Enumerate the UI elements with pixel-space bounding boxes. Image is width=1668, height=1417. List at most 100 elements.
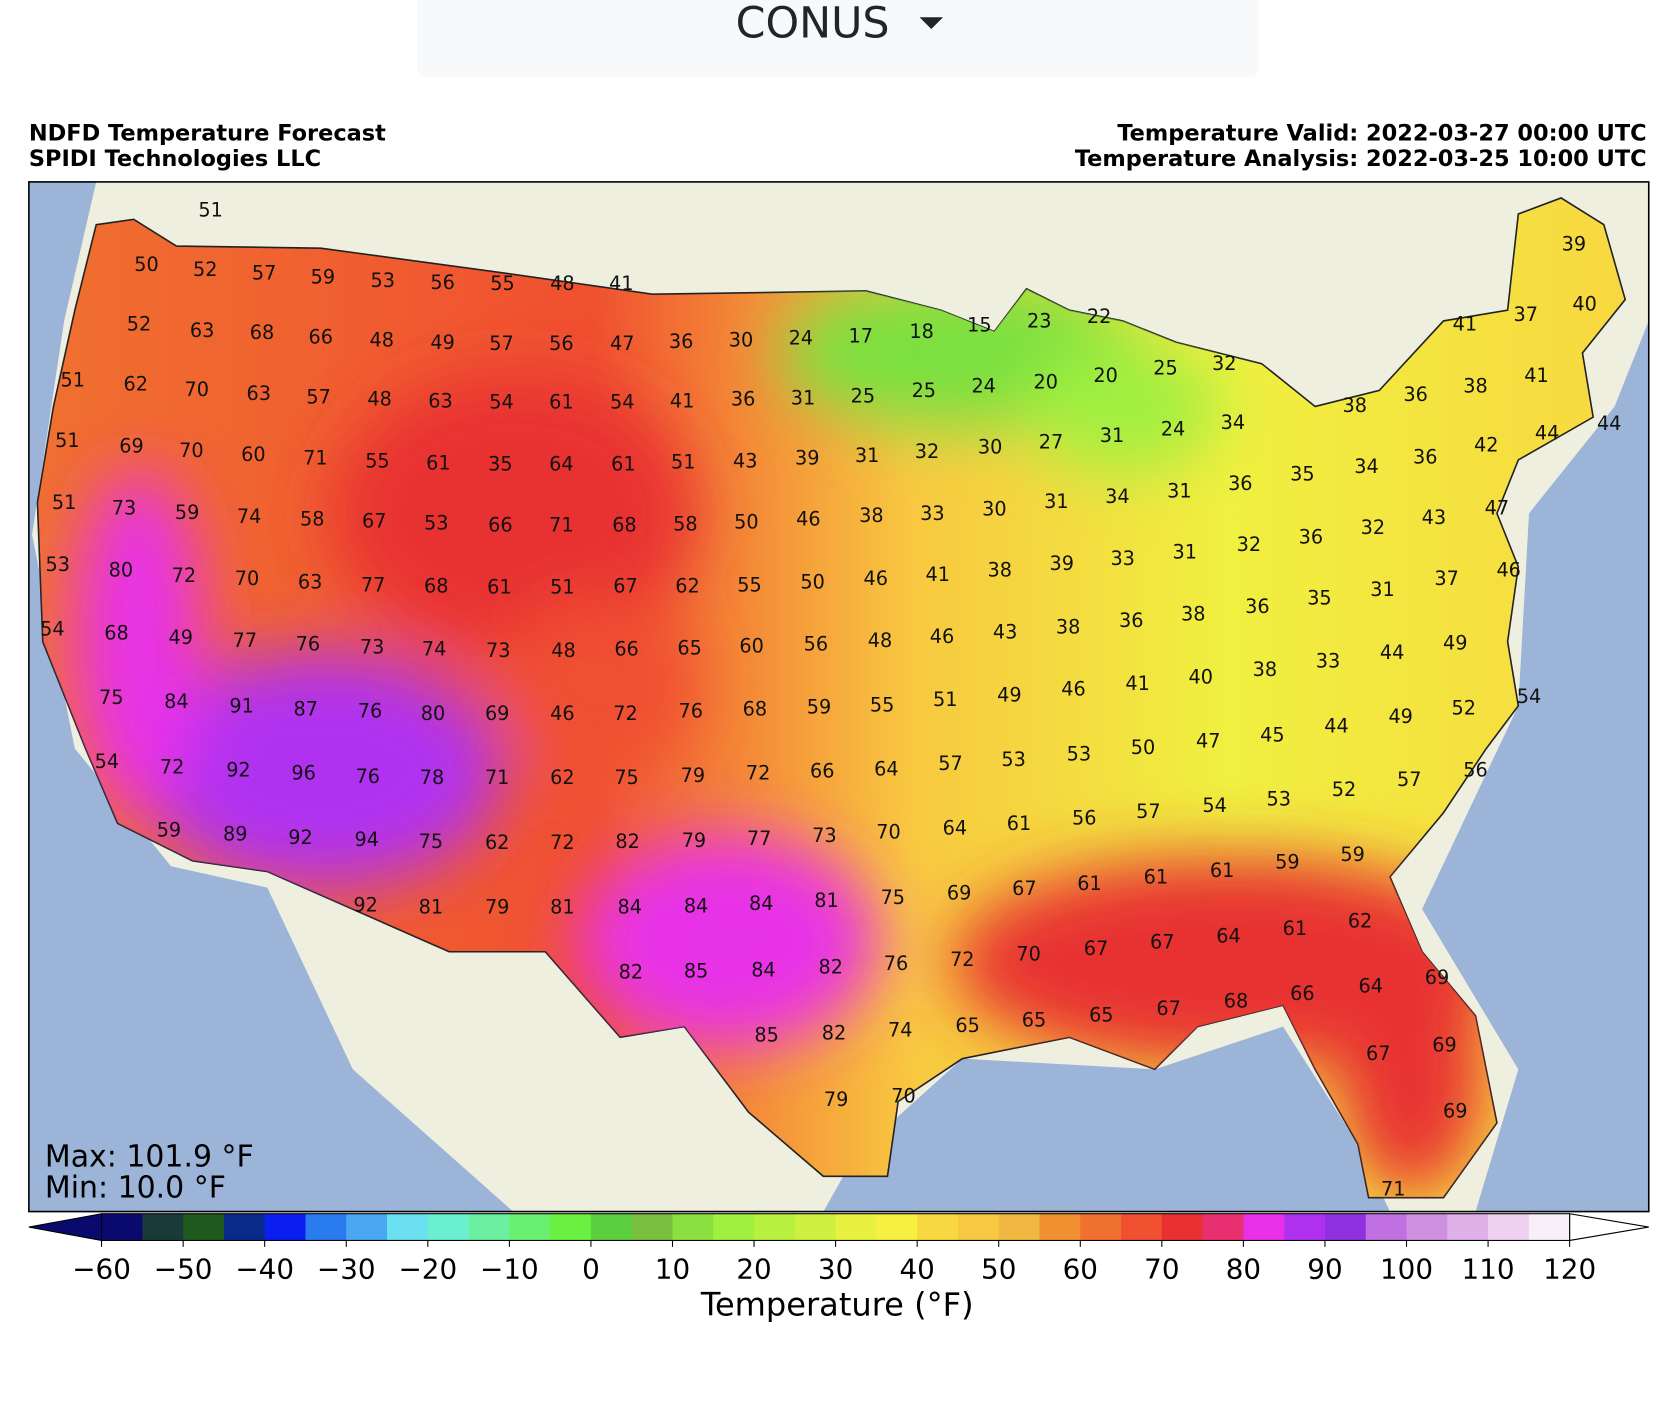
station-temp: 48 [367, 388, 391, 411]
station-temp: 32 [1212, 352, 1236, 375]
station-temp: 78 [420, 766, 444, 789]
station-temp: 35 [488, 453, 512, 476]
station-temp: 61 [1007, 812, 1031, 835]
colorbar-bin [1202, 1213, 1244, 1241]
station-temp: 30 [729, 329, 753, 352]
colorbar-bin [590, 1213, 633, 1241]
station-temp: 44 [1597, 412, 1621, 435]
colorbar-bin [876, 1213, 918, 1241]
station-temp: 80 [421, 702, 445, 725]
station-temp: 54 [95, 750, 119, 773]
station-temp: 32 [1361, 516, 1385, 539]
station-temp: 72 [160, 755, 184, 778]
station-temp: 32 [1237, 533, 1261, 556]
station-temp: 27 [1039, 430, 1063, 453]
station-temp: 59 [807, 695, 831, 718]
station-temp: 69 [1432, 1033, 1456, 1056]
station-temp: 71 [303, 446, 327, 469]
colorbar-bin [1080, 1213, 1122, 1241]
station-temp: 49 [1443, 631, 1467, 654]
station-temp: 96 [291, 762, 315, 785]
colorbar-bin [142, 1213, 184, 1241]
station-temp: 67 [1012, 877, 1036, 900]
station-temp: 71 [1381, 1178, 1405, 1201]
station-temp: 74 [237, 505, 261, 528]
station-temp: 47 [1485, 497, 1509, 520]
colorbar-bin [1284, 1213, 1326, 1241]
colorbar-bin [1488, 1213, 1530, 1241]
colorbar-bin [1161, 1213, 1204, 1241]
station-temp: 68 [424, 575, 448, 598]
station-temp: 66 [488, 514, 512, 537]
station-temp: 69 [1425, 966, 1449, 989]
station-temp: 30 [978, 436, 1002, 459]
dropdown-label[interactable]: CONUS [736, 0, 890, 48]
station-temp: 33 [1110, 547, 1134, 570]
station-temp: 54 [610, 391, 634, 414]
station-temp: 25 [1153, 357, 1177, 380]
colorbar-bin [101, 1213, 143, 1241]
station-temp: 66 [614, 638, 638, 661]
colorbar-bin [1447, 1213, 1489, 1241]
colorbar-tick-label: 90 [1307, 1252, 1342, 1285]
station-temp: 39 [1562, 232, 1586, 255]
station-temp: 57 [306, 385, 330, 408]
station-temp: 46 [550, 702, 574, 725]
dropdown-caret[interactable] [919, 17, 944, 30]
colorbar-bin [957, 1213, 1000, 1241]
station-temp: 51 [198, 198, 222, 221]
station-temp: 61 [611, 453, 635, 476]
colorbar-tick-label: 40 [899, 1252, 934, 1285]
station-temp: 38 [859, 504, 883, 527]
station-temp: 51 [60, 368, 84, 391]
station-temp: 51 [52, 491, 76, 514]
station-temp: 36 [1228, 472, 1252, 495]
station-temp: 44 [1324, 715, 1348, 738]
ocean [28, 181, 514, 1212]
colorbar-bin [1243, 1213, 1285, 1241]
station-temp: 56 [430, 271, 454, 294]
station-temp: 48 [868, 629, 892, 652]
station-temp: 40 [1189, 666, 1213, 689]
dropdown[interactable] [417, 0, 1259, 78]
station-temp: 71 [485, 766, 509, 789]
station-temp: 62 [124, 373, 148, 396]
station-temp: 36 [669, 330, 693, 353]
colorbar-bin [1406, 1213, 1448, 1241]
station-temp: 84 [164, 690, 188, 713]
station-temp: 46 [1496, 559, 1520, 582]
station-temp: 59 [175, 501, 199, 524]
colorbar-over [1569, 1213, 1649, 1242]
station-temp: 74 [422, 638, 446, 661]
station-temp: 70 [179, 439, 203, 462]
station-temp: 82 [819, 955, 843, 978]
station-temp: 53 [424, 512, 448, 535]
station-temp: 59 [311, 266, 335, 289]
colorbar-bin [672, 1213, 714, 1241]
station-temp: 74 [888, 1018, 912, 1041]
station-temp: 76 [884, 952, 908, 975]
station-temp: 75 [99, 686, 123, 709]
station-temp: 52 [193, 258, 217, 281]
station-temp: 59 [1340, 843, 1364, 866]
station-temp: 68 [104, 622, 128, 645]
map: Max: 101.9 °F Min: 10.0 °F [28, 181, 1650, 1213]
station-temp: 82 [822, 1022, 846, 1045]
station-temp: 49 [997, 684, 1021, 707]
station-temp: 61 [487, 576, 511, 599]
station-temp: 49 [1388, 705, 1412, 728]
colorbar-bin [427, 1213, 470, 1241]
station-temp: 24 [789, 327, 813, 350]
station-temp: 53 [1001, 748, 1025, 771]
colorbar-under [28, 1213, 103, 1242]
station-temp: 34 [1221, 411, 1245, 434]
station-temp: 41 [609, 272, 633, 295]
station-temp: 56 [1463, 759, 1487, 782]
station-temp: 72 [550, 831, 574, 854]
station-temp: 70 [184, 378, 208, 401]
colorbar-bin [183, 1213, 225, 1241]
station-temp: 75 [419, 830, 443, 853]
map-frame [28, 181, 1650, 1213]
title-right: Temperature Valid: 2022-03-27 00:00 UTC [1117, 120, 1646, 146]
station-temp: 73 [812, 824, 836, 847]
